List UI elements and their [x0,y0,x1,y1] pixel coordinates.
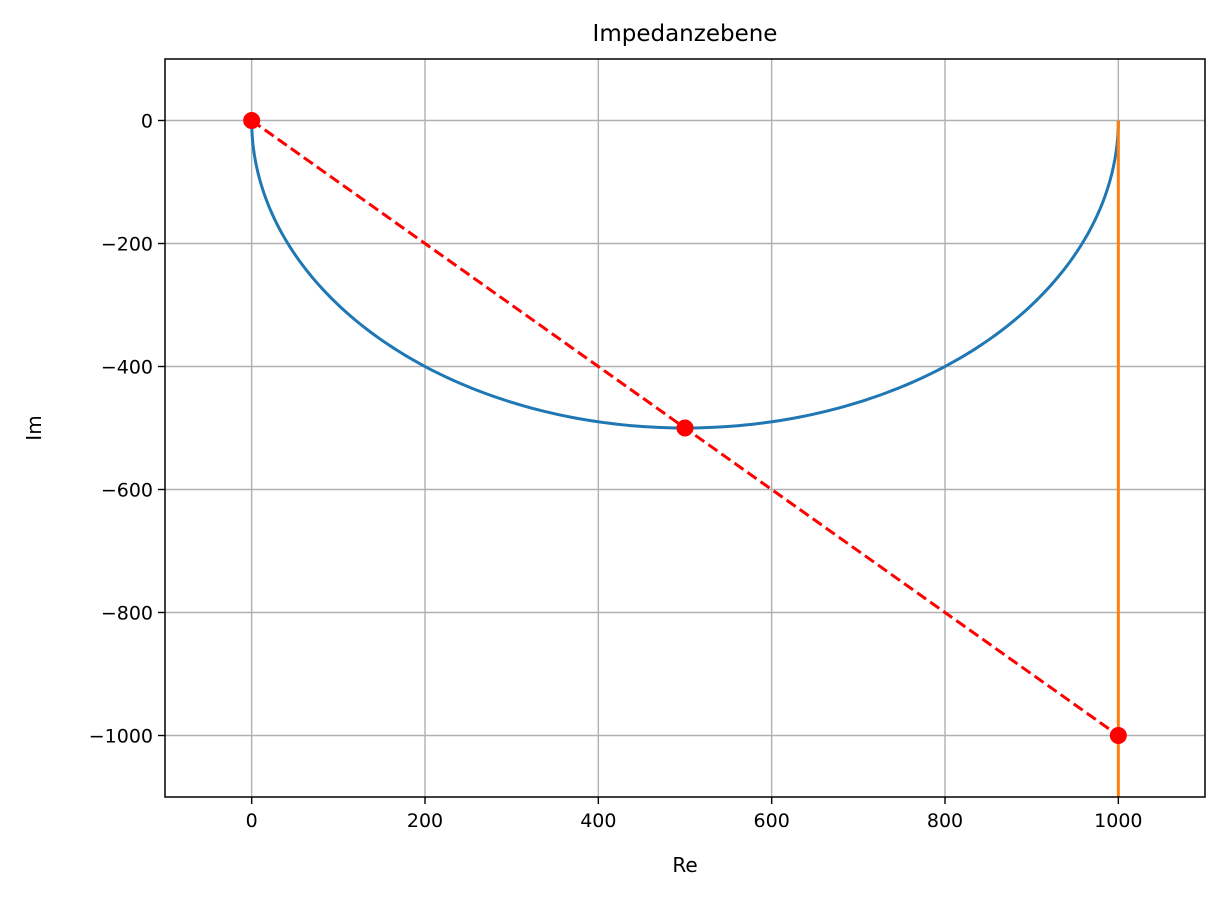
data-point-marker [1109,727,1127,744]
y-tick-label: −800 [101,603,153,625]
x-axis-label: Re [672,853,697,877]
data-point-marker [676,419,694,437]
y-tick-label: −400 [101,357,153,379]
x-tick-label: 0 [246,810,258,832]
axis-ticks: 0 200 400 600 800 1000 0 −200 −400 −600 −800 −1000 [89,111,1143,833]
y-tick-label: −600 [101,480,153,502]
x-tick-label: 800 [927,810,963,832]
y-tick-label: 0 [141,111,153,133]
plot-frame [164,58,1206,798]
x-tick-label: 600 [754,810,790,832]
x-tick-label: 1000 [1094,810,1142,832]
y-tick-label: −1000 [89,726,153,748]
chart-title: Impedanzebene [593,21,778,47]
x-tick-label: 200 [407,810,443,832]
data-point-marker [243,112,261,129]
plot-series [243,112,1127,797]
y-axis-label: Im [22,415,46,440]
x-tick-label: 400 [580,810,616,832]
y-tick-label: −200 [101,234,153,256]
